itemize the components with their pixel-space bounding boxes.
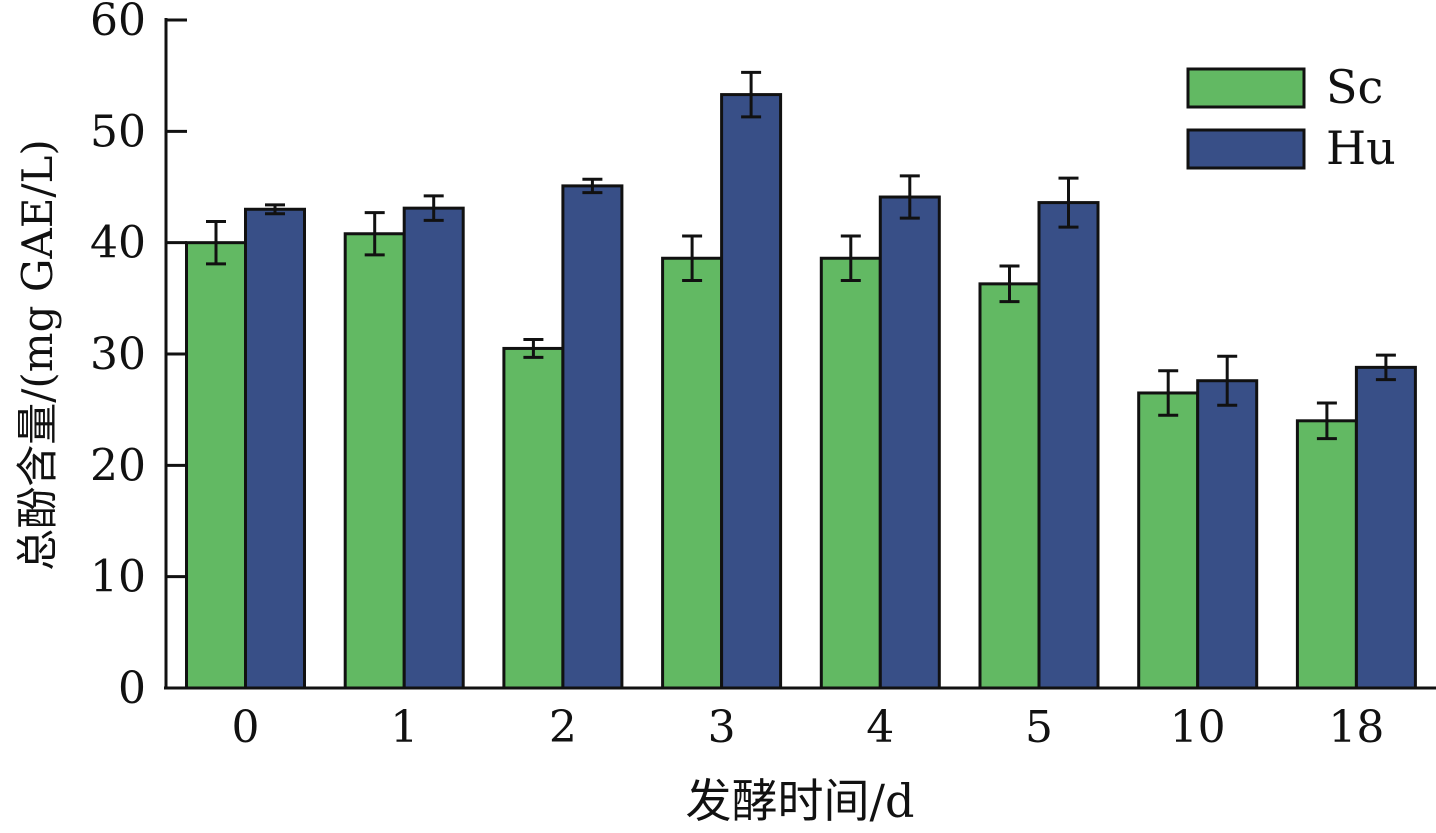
y-tick-label: 60 <box>90 0 146 46</box>
bar-sc-3 <box>661 256 724 690</box>
bar-sc-2 <box>502 346 565 690</box>
x-tick-label: 0 <box>232 702 260 753</box>
bar-sc-0 <box>185 241 247 690</box>
x-axis-title: 发酵时间/d <box>686 774 915 828</box>
x-tick-label: 2 <box>549 702 577 753</box>
bar-hu-10 <box>1196 379 1259 690</box>
y-tick-label: 50 <box>90 106 146 157</box>
x-tick-label: 18 <box>1328 702 1384 753</box>
bar-sc-4 <box>819 256 882 690</box>
bar-hu-18 <box>1354 365 1417 690</box>
y-ticks: 0 10 20 30 40 50 60 <box>90 0 187 714</box>
bar-hu-0 <box>244 207 306 690</box>
legend-label-hu: Hu <box>1326 121 1396 175</box>
x-ticks: 0 1 2 3 4 5 10 18 <box>232 702 1385 753</box>
y-tick-label: 0 <box>118 663 146 714</box>
bar-hu-3 <box>720 93 783 690</box>
bar-hu-2 <box>561 184 624 690</box>
x-tick-label: 3 <box>708 702 736 753</box>
y-tick-label: 10 <box>90 552 146 603</box>
x-tick-label: 5 <box>1025 702 1053 753</box>
x-tick-label: 4 <box>866 702 894 753</box>
bar-sc-1 <box>343 232 406 690</box>
legend: Sc Hu <box>1186 60 1396 175</box>
x-tick-label: 10 <box>1170 702 1226 753</box>
bar-hu-4 <box>878 195 941 690</box>
bar-hu-5 <box>1037 201 1100 690</box>
y-axis-title: 总酚含量/(mg GAE/L) <box>13 139 62 571</box>
bar-sc-18 <box>1295 419 1358 690</box>
bar-hu-1 <box>402 206 465 690</box>
error-bars-layer <box>206 70 1396 441</box>
y-tick-label: 20 <box>90 440 146 491</box>
legend-swatch-sc <box>1186 67 1306 109</box>
x-tick-label: 1 <box>390 702 418 753</box>
y-tick-label: 40 <box>90 218 146 269</box>
bar-sc-5 <box>978 282 1041 690</box>
bar-sc-10 <box>1137 391 1200 690</box>
bars-layer <box>185 93 1417 690</box>
legend-swatch-hu <box>1186 128 1306 170</box>
legend-label-sc: Sc <box>1326 60 1383 114</box>
y-tick-label: 30 <box>90 329 146 380</box>
